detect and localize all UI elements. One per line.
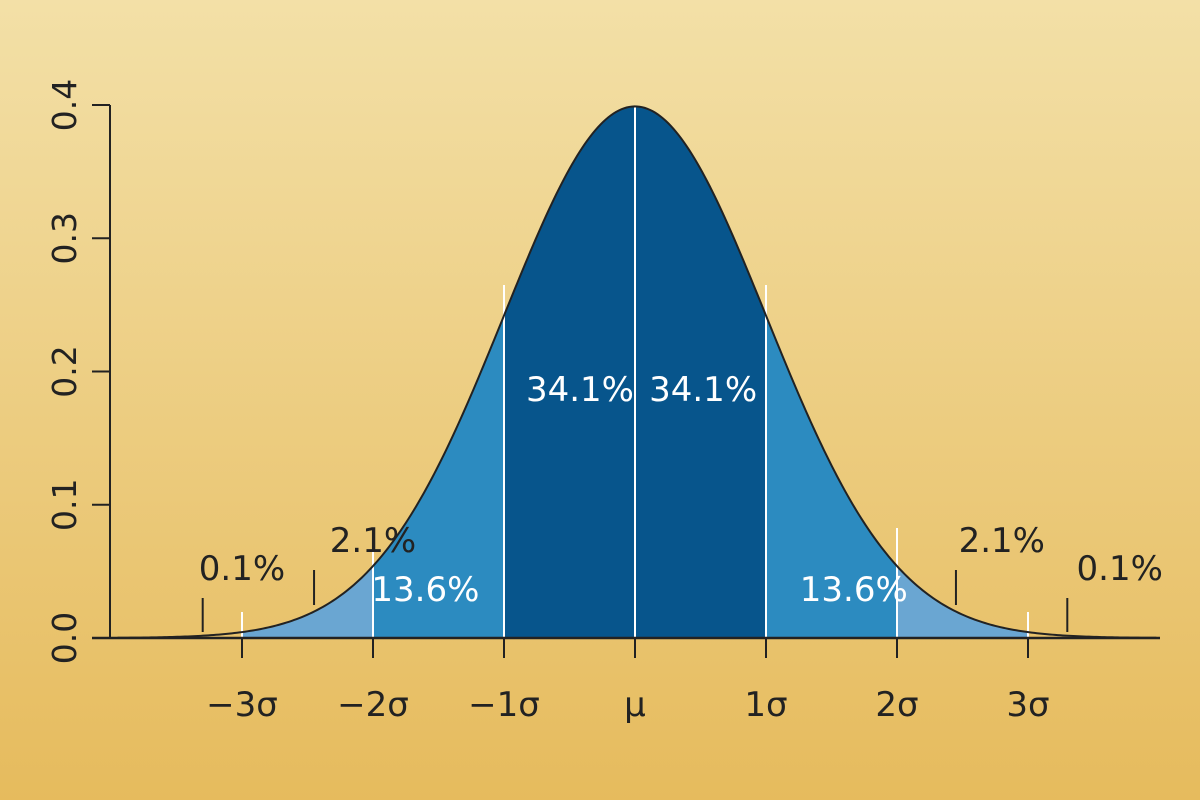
x-tick-label-0: −3σ (206, 685, 278, 725)
percent-label-4: 34.1% (649, 370, 757, 410)
band-3 (635, 106, 766, 638)
percent-label-7: 0.1% (1077, 549, 1163, 589)
dividers-layer (241, 106, 1029, 638)
x-tick-label-2: −1σ (468, 685, 540, 725)
percent-label-0: 0.1% (199, 549, 285, 589)
y-tick-label-0: 0.0 (45, 612, 84, 664)
band-0 (242, 566, 373, 638)
percent-label-5: 13.6% (800, 570, 908, 610)
x-tick-label-4: 1σ (744, 685, 787, 725)
x-tick-label-5: 2σ (875, 685, 918, 725)
y-tick-label-1: 0.1 (45, 479, 84, 531)
y-tick-label-2: 0.2 (45, 345, 84, 397)
axis-layer: 0.0 0.1 0.2 0.3 0.4 −3σ −2σ −1σ μ 1σ 2σ 3σ (45, 79, 1160, 725)
x-tick-label-3: μ (624, 685, 646, 725)
y-tick-label-3: 0.3 (45, 212, 84, 264)
labels-layer: 0.1% 2.1% 13.6% 34.1% 34.1% 13.6% 2.1% 0.1% (199, 370, 1163, 632)
y-tick-label-4: 0.4 (45, 79, 84, 131)
curve-layer (117, 105, 1157, 639)
band-5 (897, 566, 1028, 638)
percent-label-2: 13.6% (371, 570, 479, 610)
percent-label-3: 34.1% (526, 370, 634, 410)
band-2 (504, 106, 635, 638)
percent-label-1: 2.1% (330, 521, 416, 561)
density-curve (117, 105, 1157, 639)
x-tick-label-1: −2σ (337, 685, 409, 725)
x-tick-label-6: 3σ (1006, 685, 1049, 725)
percent-label-6: 2.1% (959, 521, 1045, 561)
